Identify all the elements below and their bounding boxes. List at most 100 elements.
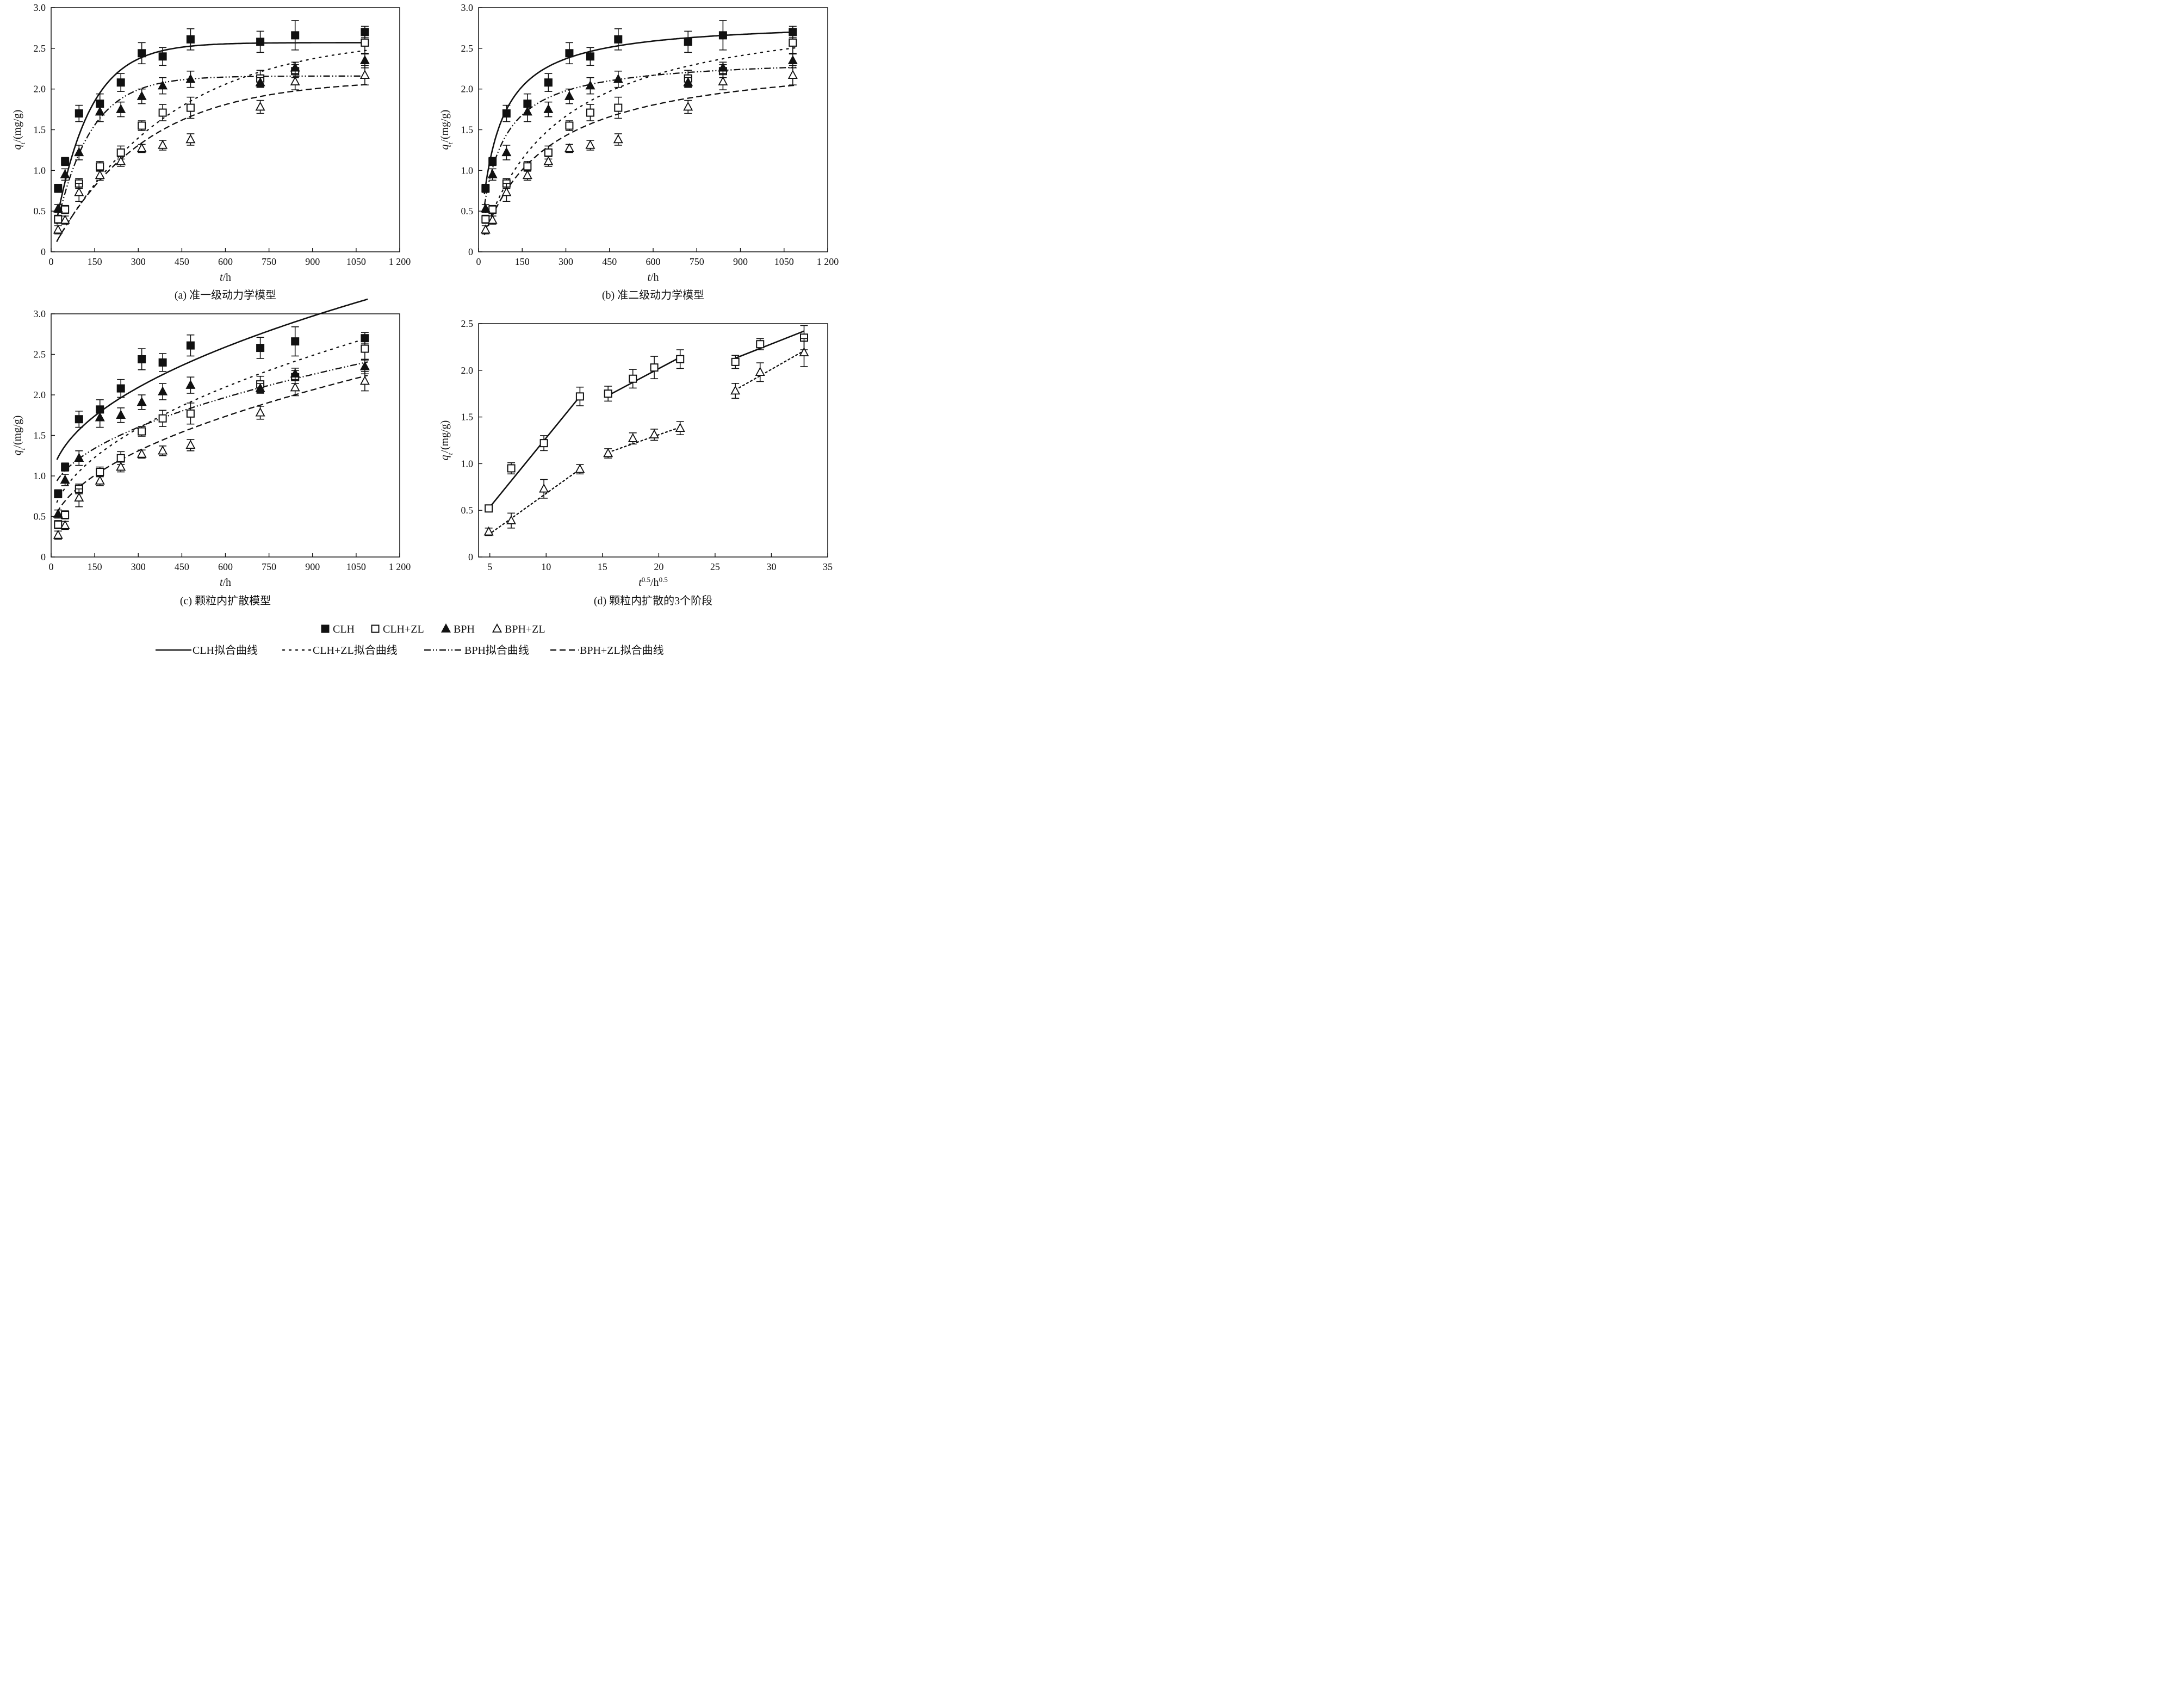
panel-c: 0 150 300 450 600 750 900 1050 1 200 0 0.5 1.0 1.5 2.…	[11, 298, 411, 607]
data-point	[53, 529, 63, 539]
data-point	[586, 52, 594, 61]
data-point	[256, 38, 265, 46]
data-point	[138, 427, 146, 436]
data-point	[60, 519, 70, 529]
y-tick-label: 2.5	[461, 318, 474, 329]
data-point	[544, 78, 553, 87]
data-point	[565, 121, 574, 130]
x-tick-label: 5	[487, 561, 492, 572]
data-point	[731, 357, 740, 366]
y-tick-label: 3.0	[34, 2, 46, 13]
fit-curves	[56, 42, 369, 242]
data-point	[613, 73, 623, 83]
x-tick-label: 600	[218, 256, 233, 267]
y-tick-label: 1.0	[34, 471, 46, 481]
fit-curves	[488, 330, 805, 535]
data-point	[755, 367, 765, 376]
x-tick-label: 450	[175, 256, 189, 267]
data-point	[53, 509, 63, 518]
data-point	[158, 358, 167, 367]
legend-label: CLH拟合曲线	[193, 644, 258, 657]
data-point	[74, 453, 84, 462]
y-tick-label: 0	[41, 246, 46, 257]
panel-d: 5 10 15 20 25 30 35 0 0.5 1.0 1.5 2.0 2.5 t0.5/h0.5 qt…	[439, 318, 833, 607]
data-point	[565, 49, 574, 58]
data-point	[487, 169, 498, 178]
data-point	[506, 515, 517, 524]
fit-curve-clhzl	[488, 350, 805, 535]
x-tick-label: 10	[541, 561, 551, 572]
legend-marker	[321, 624, 330, 633]
legend-marker	[371, 624, 380, 633]
data-point	[136, 448, 147, 458]
data-point	[290, 76, 300, 85]
y-tick-label: 0.5	[461, 505, 474, 516]
fit-curves	[483, 31, 797, 236]
x-tick-label: 750	[262, 561, 276, 572]
data-point	[604, 389, 612, 398]
fit-curve-clhzl	[56, 49, 369, 242]
figure-root: 0 150 300 450 600 750 900 1050 1 20000.51.01.52.…	[11, 2, 839, 657]
data-point	[185, 380, 196, 389]
data-point	[75, 109, 83, 118]
x-tick-label: 15	[598, 561, 607, 572]
y-tick-label: 1.5	[34, 430, 46, 441]
y-axis-label: qt/(mg/g)	[439, 110, 454, 150]
series-clhzl	[54, 30, 369, 224]
data-point	[480, 224, 491, 234]
x-tick-label: 150	[88, 561, 102, 572]
data-point	[487, 214, 498, 224]
data-point	[718, 62, 728, 72]
legend-label: BPH+ZL	[505, 623, 545, 635]
data-point	[255, 77, 265, 86]
data-point	[116, 454, 125, 462]
y-tick-label: 2.5	[34, 349, 46, 360]
x-tick-label: 300	[131, 561, 146, 572]
data-point	[61, 463, 70, 472]
y-tick-label: 0	[41, 552, 46, 562]
series-bphzl	[53, 65, 370, 234]
y-tick-label: 0	[468, 246, 473, 257]
data-point	[628, 433, 638, 442]
y-tick-label: 0.5	[34, 206, 46, 216]
data-point	[75, 415, 83, 424]
data-point	[483, 526, 494, 536]
data-point	[675, 423, 685, 432]
data-point	[522, 170, 532, 179]
data-point	[74, 187, 84, 196]
y-tick-label: 0	[468, 552, 473, 562]
data-point	[543, 156, 554, 165]
data-point	[291, 337, 300, 346]
data-point	[74, 147, 84, 157]
data-point	[61, 157, 70, 166]
y-tick-label: 2.0	[461, 84, 474, 95]
legend-item-bphzl: BPH+ZL	[492, 623, 545, 635]
data-point	[158, 445, 168, 455]
data-point	[185, 73, 196, 83]
legend-label: BPH	[454, 623, 475, 635]
series-bphzl	[480, 65, 798, 234]
data-point	[488, 157, 497, 166]
data-point	[787, 55, 798, 65]
data-point	[575, 392, 584, 401]
data-point	[54, 520, 63, 529]
legend-line-clhzl: CLH+ZL拟合曲线	[282, 644, 398, 657]
data-point	[116, 384, 125, 393]
x-tick-label: 0	[49, 561, 54, 572]
data-point	[361, 38, 369, 47]
y-tick-label: 3.0	[34, 308, 46, 319]
data-point	[60, 214, 70, 224]
x-tick-label: 750	[690, 256, 704, 267]
data-point	[95, 412, 105, 422]
x-tick-label: 600	[646, 256, 661, 267]
data-point	[481, 215, 490, 224]
x-tick-label: 1 200	[817, 256, 839, 267]
data-point	[186, 103, 195, 112]
data-point	[502, 109, 511, 118]
y-tick-label: 1.0	[461, 458, 474, 469]
data-point	[54, 215, 63, 224]
x-tick-label: 900	[733, 256, 748, 267]
series-bphzl	[483, 338, 809, 536]
series-clhzl	[481, 30, 797, 224]
data-point	[158, 80, 168, 90]
